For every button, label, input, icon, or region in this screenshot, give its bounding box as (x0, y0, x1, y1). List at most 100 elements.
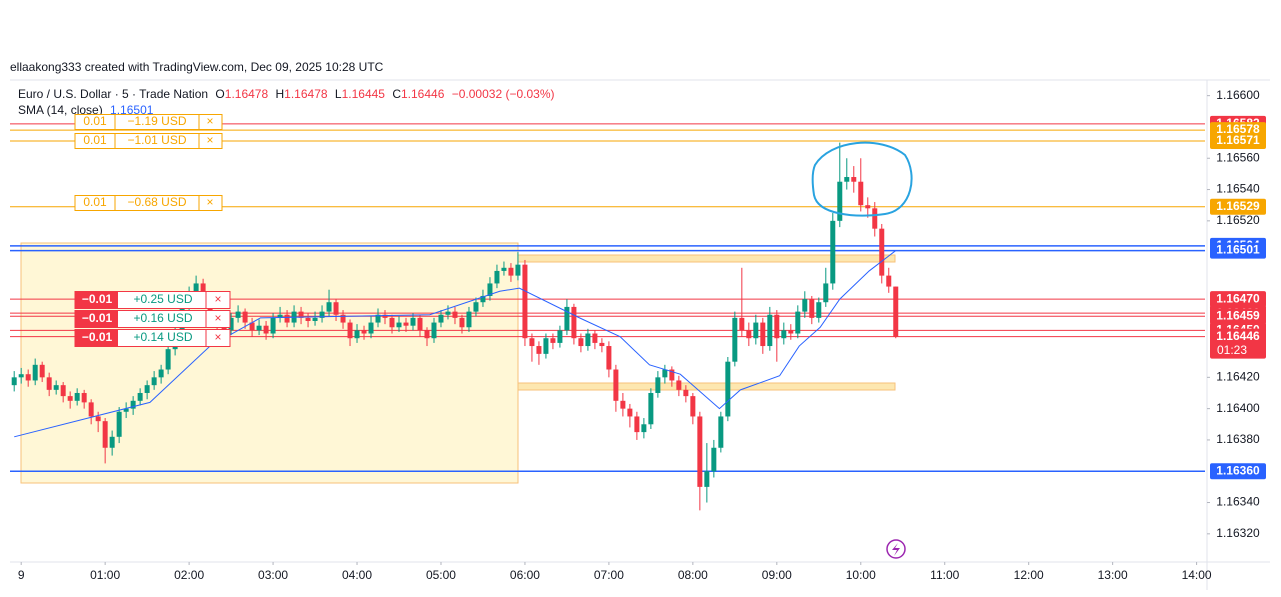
candle-body (564, 306, 570, 331)
order-close[interactable]: × (206, 195, 213, 209)
zone-strip (517, 254, 896, 263)
position-close[interactable]: × (214, 311, 221, 325)
candle-body (697, 416, 703, 487)
x-tick-label: 03:00 (258, 568, 288, 582)
y-tick-label: 1.16320 (1216, 526, 1260, 540)
candle-body (557, 330, 563, 343)
price-label-box (1210, 291, 1266, 308)
order-pnl: −1.01 USD (127, 133, 186, 147)
candle-body (39, 364, 45, 378)
price-label: 1.16529 (1216, 199, 1260, 213)
l-value: 1.16445 (342, 87, 386, 101)
candle-body (473, 302, 479, 312)
candle-body (249, 322, 255, 331)
candle-body (165, 349, 171, 370)
candle-body (396, 322, 402, 328)
legend-line: Euro / U.S. Dollar · 5 · Trade Nation O 1… (18, 87, 554, 101)
candle-body (193, 283, 199, 292)
highlight-ellipse (811, 141, 913, 217)
y-tick-label: 1.16560 (1216, 150, 1260, 164)
event-bolt (892, 543, 900, 556)
candle-body (60, 385, 66, 397)
price-label: 1.16501 (1216, 243, 1260, 257)
position-qty: −0.01 (82, 330, 113, 344)
candle-body (683, 389, 689, 397)
candle-body (788, 330, 794, 334)
candle-body (25, 374, 31, 381)
candle-body (74, 392, 80, 401)
candle-body (459, 317, 465, 328)
candle-body (501, 267, 507, 271)
candle-body (879, 228, 885, 276)
x-tick-label: 10:00 (846, 568, 876, 582)
candle-body (774, 314, 780, 339)
candle-body (242, 311, 248, 323)
candle-body (130, 400, 136, 409)
candle-body (277, 314, 283, 318)
candle-body (18, 374, 24, 378)
candle-body (753, 322, 759, 339)
candle-body (326, 302, 332, 312)
candle-body (256, 325, 262, 331)
candle-body (270, 317, 276, 334)
x-tick-label: 02:00 (174, 568, 204, 582)
candle-body (536, 346, 542, 354)
candle-body (648, 392, 654, 425)
x-tick-label: 9 (18, 568, 25, 582)
candle-body (837, 181, 843, 221)
order-close[interactable]: × (206, 114, 213, 128)
candle-body (627, 408, 633, 417)
y-tick-label: 1.16380 (1216, 432, 1260, 446)
price-label-box (1210, 328, 1266, 359)
candle-body (466, 311, 472, 328)
candle-body (662, 369, 668, 378)
candle-body (760, 322, 766, 347)
position-pnl: +0.14 USD (133, 330, 192, 344)
y-tick-label: 1.16400 (1216, 401, 1260, 415)
price-label-box (1210, 463, 1266, 480)
candle-body (116, 411, 122, 437)
candle-body (725, 361, 731, 417)
y-tick-label: 1.16600 (1216, 88, 1260, 102)
l-label: L (335, 87, 342, 101)
order-pnl: −1.19 USD (127, 114, 186, 128)
symbol: Euro / U.S. Dollar · 5 · Trade Nation (18, 87, 208, 101)
candle-body (543, 338, 549, 354)
event-icon[interactable] (886, 539, 906, 559)
candle-body (480, 295, 486, 303)
candle-body (578, 338, 584, 347)
candle-body (529, 338, 535, 347)
candle-body (606, 346, 612, 370)
x-tick-label: 05:00 (426, 568, 456, 582)
candle-body (11, 377, 17, 386)
x-tick-label: 07:00 (594, 568, 624, 582)
position-close[interactable]: × (214, 292, 221, 306)
candle-body (368, 322, 374, 334)
x-tick-label: 14:00 (1182, 568, 1212, 582)
candle-body (795, 311, 801, 334)
order-box (74, 114, 223, 130)
x-tick-label: 13:00 (1098, 568, 1128, 582)
candle-body (823, 283, 829, 303)
order-close[interactable]: × (206, 133, 213, 147)
candle-body (347, 322, 353, 339)
x-tick-label: 06:00 (510, 568, 540, 582)
candle-body (592, 333, 598, 343)
candle-body (655, 377, 661, 393)
order-pnl: −0.68 USD (127, 195, 186, 209)
candle-body (284, 314, 290, 323)
candle-body (137, 392, 143, 401)
candle-body (410, 317, 416, 326)
candle-body (634, 416, 640, 433)
position-close[interactable]: × (214, 330, 221, 344)
candle-body (865, 205, 871, 209)
x-tick-label: 12:00 (1014, 568, 1044, 582)
candle-body (235, 311, 241, 318)
o-label: O (215, 87, 224, 101)
order-box (74, 195, 223, 211)
candle-body (46, 377, 52, 390)
x-tick-label: 08:00 (678, 568, 708, 582)
candle-body (585, 333, 591, 347)
candle-body (802, 299, 808, 312)
